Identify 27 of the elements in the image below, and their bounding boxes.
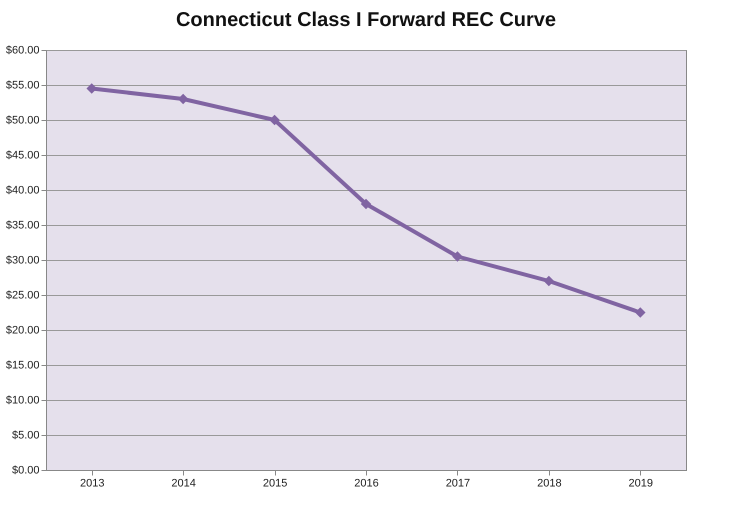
y-tick-label: $25.00 xyxy=(6,290,40,302)
x-tick-label: 2019 xyxy=(628,478,654,490)
y-tick-label: $50.00 xyxy=(6,114,40,126)
x-tick-label: 2014 xyxy=(171,478,196,490)
y-tick-label: $0.00 xyxy=(12,464,40,476)
point xyxy=(635,307,646,318)
point xyxy=(360,198,372,210)
y-tick-label: $5.00 xyxy=(12,430,40,442)
y-tick-label: $15.00 xyxy=(6,360,40,372)
point xyxy=(86,83,97,94)
x-tick-label: 2013 xyxy=(80,478,104,490)
y-tick-label: $55.00 xyxy=(6,80,40,92)
y-tick-label: $40.00 xyxy=(6,184,40,196)
y-tick-label: $30.00 xyxy=(6,254,40,266)
y-tick-label: $45.00 xyxy=(6,150,40,162)
y-tick-label: $10.00 xyxy=(6,394,40,406)
x-tick-label: 2016 xyxy=(354,478,379,490)
y-tick-label: $20.00 xyxy=(6,324,40,336)
x-tick-label: 2015 xyxy=(262,478,288,490)
point xyxy=(544,276,554,286)
y-tick-label: $35.00 xyxy=(6,220,40,232)
x-tick-label: 2018 xyxy=(537,478,562,490)
chart-title: Connecticut Class I Forward REC Curve xyxy=(176,9,556,31)
point xyxy=(269,114,280,126)
point xyxy=(452,251,463,262)
y-tick-label: $60.00 xyxy=(6,44,40,56)
x-tick-label: 2017 xyxy=(446,478,470,490)
